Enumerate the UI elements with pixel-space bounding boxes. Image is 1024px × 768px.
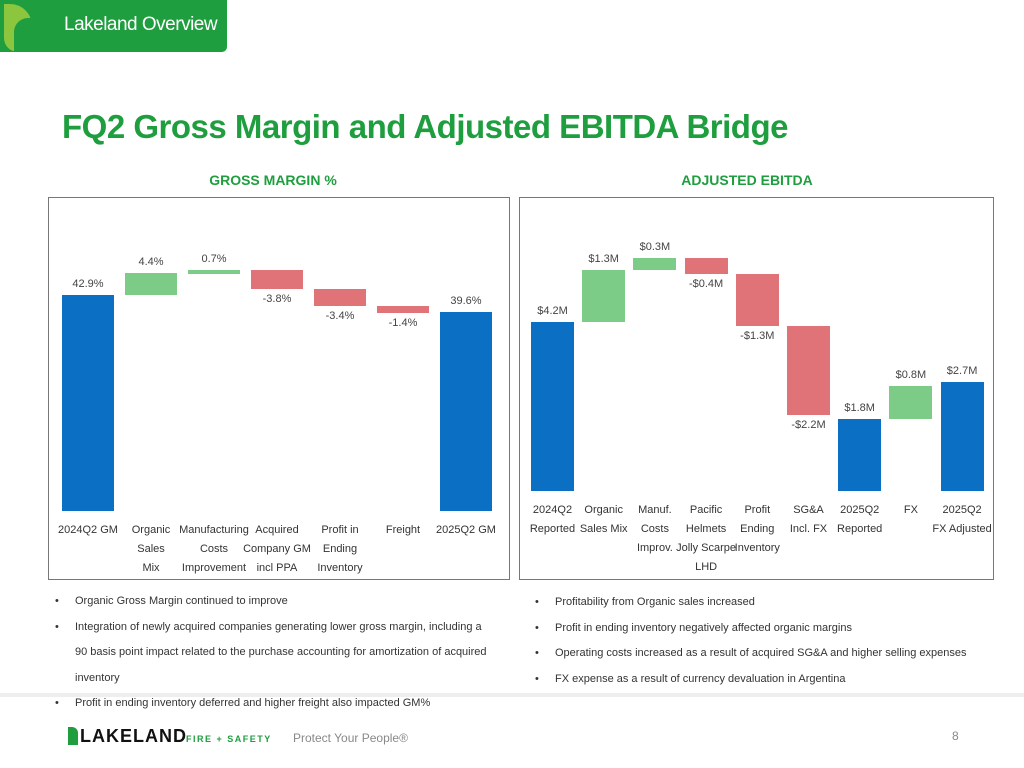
bar-increase: [582, 269, 626, 323]
x-tick-label: Freight: [385, 524, 421, 536]
ebitda-title: ADJUSTED EBITDA: [681, 172, 813, 188]
x-tick-label: 2025Q2 FX Adjusted: [932, 504, 992, 535]
bar-increase: [125, 273, 177, 296]
bullet: Organic Gross Margin continued to improv…: [55, 589, 495, 615]
footer-divider: [0, 693, 1024, 697]
bar-decrease: [251, 269, 303, 289]
gross-margin-title: GROSS MARGIN %: [209, 172, 337, 188]
bar-decrease: [735, 273, 779, 327]
data-label: $0.8M: [895, 369, 927, 382]
tagline: Protect Your People®: [293, 731, 408, 745]
x-tick-label: Manufacturing Costs Improvement: [179, 524, 249, 574]
data-label: $1.8M: [844, 401, 875, 414]
x-tick-label: 2024Q2 Reported: [529, 504, 576, 535]
bar-total: [940, 382, 984, 491]
logo-mark-icon: [68, 727, 78, 745]
bar-total: [62, 295, 114, 511]
section-tab: Lakeland Overview: [0, 0, 227, 52]
bullet: Operating costs increased as a result of…: [535, 641, 1005, 667]
data-label: 4.4%: [138, 256, 164, 269]
bullet: Profit in ending inventory deferred and …: [55, 691, 495, 717]
bullet: Profitability from Organic sales increas…: [535, 590, 1005, 616]
data-label: 0.7%: [201, 252, 227, 265]
bar-total: [531, 322, 574, 491]
bar-decrease: [314, 288, 366, 306]
slide-title: FQ2 Gross Margin and Adjusted EBITDA Bri…: [62, 108, 788, 145]
data-label: -1.4%: [388, 316, 418, 329]
bar-increase: [188, 269, 240, 274]
data-label: -$0.4M: [688, 277, 724, 290]
data-label: $4.2M: [537, 305, 568, 318]
lakeland-logo: LAKELAND: [68, 726, 187, 747]
data-label: -3.8%: [262, 292, 292, 305]
logo-subtitle: FIRE + SAFETY: [186, 734, 272, 744]
bullet: FX expense as a result of currency deval…: [535, 667, 1005, 693]
logo-text: LAKELAND: [80, 726, 187, 746]
data-label: $2.7M: [946, 365, 978, 378]
data-label: -$2.2M: [791, 418, 826, 431]
ebitda-chart: $4.2M 2024Q2 Reported $1.3M Organic Sales M…: [519, 197, 994, 580]
data-label: $0.3M: [639, 240, 671, 253]
data-label: -$1.3M: [740, 330, 775, 343]
x-tick-label: 2025Q2 GM: [436, 524, 496, 536]
bar-decrease: [377, 305, 429, 313]
bar-increase: [633, 257, 677, 270]
right-bullets: Profitability from Organic sales increas…: [535, 590, 1005, 692]
bar-increase: [889, 386, 933, 419]
bullet: Profit in ending inventory negatively af…: [535, 616, 1005, 642]
bar-total: [838, 418, 882, 491]
x-tick-label: SG&A Incl. FX: [789, 504, 828, 535]
data-label: 39.6%: [450, 294, 482, 307]
data-label: $1.3M: [588, 252, 619, 265]
x-tick-label: Pacific Helmets Jolly Scarpe LHD: [676, 504, 737, 573]
x-tick-label: Profit in Ending Inventory: [317, 524, 363, 574]
bullet: Integration of newly acquired companies …: [55, 615, 495, 692]
x-tick-label: Profit Ending Inventory: [734, 504, 780, 554]
x-tick-label: 2024Q2 GM: [58, 524, 118, 536]
x-tick-label: 2025Q2 Reported: [837, 504, 883, 535]
gross-margin-chart: 42.9% 2024Q2 GM 4.4% Organic Sales Mix 0.7% M…: [48, 197, 510, 580]
x-tick-label: Organic Sales Mix: [579, 504, 628, 535]
bar-total: [440, 311, 492, 511]
bar-decrease: [684, 257, 728, 274]
page-number: 8: [952, 729, 959, 743]
x-tick-label: Organic Sales Mix: [131, 524, 171, 574]
x-tick-label: Manuf. Costs Improv.: [636, 504, 673, 554]
leaf-logo-icon: [4, 4, 32, 52]
data-label: -3.4%: [325, 309, 355, 322]
data-label: 42.9%: [72, 278, 104, 291]
x-tick-label: Acquired Company GM incl PPA: [243, 524, 311, 574]
section-title: Lakeland Overview: [64, 14, 218, 35]
left-bullets: Organic Gross Margin continued to improv…: [55, 589, 495, 717]
bar-decrease: [787, 326, 830, 415]
x-tick-label: FX: [903, 504, 918, 516]
